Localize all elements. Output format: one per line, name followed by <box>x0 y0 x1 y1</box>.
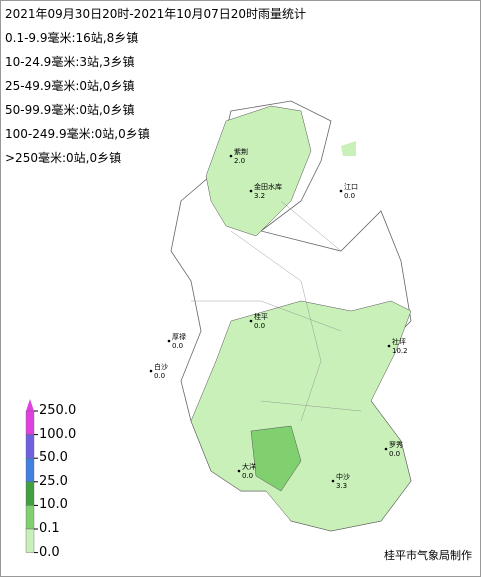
station-value: 0.0 <box>154 372 165 380</box>
stat-line: 100-249.9毫米:0站,0乡镇 <box>5 127 150 141</box>
station-dot <box>249 189 253 193</box>
rain-area <box>190 300 412 532</box>
station-dot <box>339 189 343 193</box>
station-value: 2.0 <box>234 157 245 165</box>
legend-swatch <box>25 481 35 506</box>
station-name: 中沙 <box>336 472 350 481</box>
legend-label: 10.0 <box>39 497 68 513</box>
station-name: 大洋 <box>242 462 256 471</box>
legend-label: 250.0 <box>39 403 77 418</box>
boundaries <box>191 200 362 422</box>
station-value: 0.0 <box>254 322 265 330</box>
station-value: 3.2 <box>254 192 265 200</box>
legend-arrow <box>26 399 34 411</box>
stat-line: 10-24.9毫米:3站,3乡镇 <box>5 55 135 69</box>
legend-label: 25.0 <box>39 473 68 489</box>
station-dot <box>384 447 388 451</box>
station-value: 10.2 <box>392 347 408 355</box>
stat-line: 50-99.9毫米:0站,0乡镇 <box>5 103 135 117</box>
rain-area <box>341 141 356 156</box>
legend-swatch <box>25 458 35 483</box>
station-name: 紫荆 <box>234 147 248 156</box>
station-dot <box>167 339 171 343</box>
station-name: 桂平 <box>254 312 268 321</box>
station-dot <box>149 369 153 373</box>
title: 2021年09月30日20时-2021年10月07日20时雨量统计 <box>5 7 307 21</box>
station-value: 0.0 <box>242 472 253 480</box>
station-name: 社坪 <box>392 337 406 346</box>
stat-line: 25-49.9毫米:0站,0乡镇 <box>5 79 135 93</box>
station-dot <box>249 319 253 323</box>
station-name: 白沙 <box>154 362 168 371</box>
rain-area <box>205 105 312 237</box>
station-dot <box>229 154 233 158</box>
rain-area <box>250 425 302 492</box>
station-value: 0.0 <box>389 450 400 458</box>
stat-line: 0.1-9.9毫米:16站,8乡镇 <box>5 31 139 45</box>
station-dot <box>387 344 391 348</box>
legend-label: 0.0 <box>39 544 60 560</box>
stat-line: >250毫米:0站,0乡镇 <box>5 151 122 165</box>
footer: 桂平市气象局制作 <box>384 549 472 562</box>
station-dot <box>237 469 241 473</box>
station-name: 厚禄 <box>172 332 186 341</box>
station-dot <box>331 479 335 483</box>
station-name: 金田水库 <box>254 182 282 191</box>
legend-label: 100.0 <box>39 426 77 442</box>
station-name: 江口 <box>344 183 358 191</box>
station-value: 0.0 <box>344 192 355 200</box>
legend-swatch <box>25 410 35 435</box>
legend-swatch <box>25 505 35 530</box>
legend-label: 50.0 <box>39 450 68 466</box>
legend-swatch <box>25 528 35 553</box>
station-value: 3.3 <box>336 482 347 490</box>
station-name: 罗秀 <box>389 440 403 449</box>
station-value: 0.0 <box>172 342 183 350</box>
legend-swatch <box>25 434 35 459</box>
legend-label: 0.1 <box>39 521 60 536</box>
